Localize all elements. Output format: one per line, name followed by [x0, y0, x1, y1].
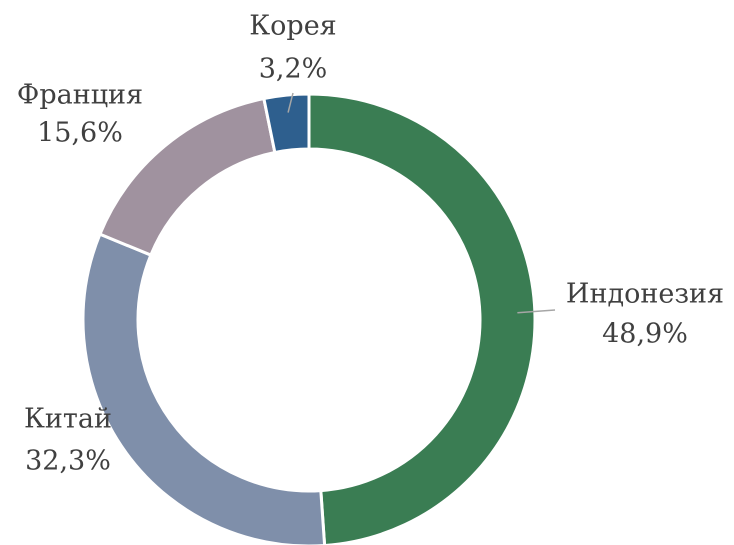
slice-value: 32,3% [25, 446, 111, 477]
slice-label: Франция [17, 80, 143, 111]
slice-label: Китай [24, 404, 112, 435]
slice-label: Корея [249, 11, 336, 42]
slice-value: 3,2% [259, 54, 328, 85]
slice-label: Индонезия [566, 279, 724, 310]
slice [97, 96, 277, 258]
slice [262, 92, 311, 155]
slice [307, 92, 537, 545]
leader-line [517, 309, 556, 314]
leader-line [287, 92, 294, 113]
slice-value: 15,6% [37, 118, 123, 149]
slice-value: 48,9% [602, 319, 688, 350]
slice [81, 232, 327, 545]
